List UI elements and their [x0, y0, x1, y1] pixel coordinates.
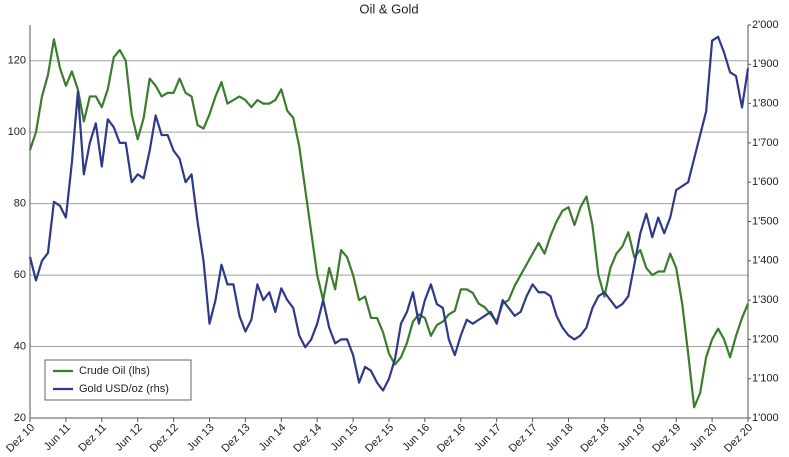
x-tick-label: Jun 14 [257, 422, 289, 454]
y2-tick-label: 1'800 [752, 98, 779, 110]
y2-tick-label: 1'500 [752, 215, 779, 227]
x-tick-label: Jun 17 [472, 422, 504, 454]
x-tick-label: Jun 20 [687, 422, 719, 454]
y2-tick-label: 2'000 [752, 19, 779, 31]
legend: Crude Oil (lhs) Gold USD/oz (rhs) [44, 359, 192, 401]
y2-tick-label: 1'300 [752, 294, 779, 306]
x-tick-label: Dez 18 [578, 422, 611, 455]
y2-tick-label: 1'100 [752, 373, 779, 385]
x-tick-label: Jun 15 [328, 422, 360, 454]
x-tick-label: Dez 12 [148, 422, 181, 455]
chart-title: Oil & Gold [359, 1, 418, 16]
y-tick-label: 80 [14, 198, 26, 210]
y2-tick-label: 1'900 [752, 58, 779, 70]
x-tick-label: Dez 10 [4, 422, 37, 455]
y-tick-label: 120 [8, 55, 26, 67]
x-tick-label: Jun 13 [185, 422, 217, 454]
x-tick-label: Jun 11 [42, 422, 73, 453]
x-tick-label: Dez 16 [435, 422, 468, 455]
x-tick-label: Jun 12 [113, 422, 145, 454]
y-tick-label: 60 [14, 269, 26, 281]
y-tick-label: 40 [14, 340, 26, 352]
x-tick-label: Dez 20 [722, 422, 755, 455]
series-line [28, 35, 750, 392]
legend-label: Crude Oil (lhs) [79, 365, 150, 377]
x-tick-label: Dez 11 [76, 422, 109, 455]
x-tick-label: Jun 18 [544, 422, 576, 454]
x-tick-label: Jun 19 [616, 422, 648, 454]
y2-tick-label: 1'400 [752, 255, 779, 267]
series-line [28, 38, 750, 409]
x-tick-label: Dez 14 [291, 422, 324, 455]
x-tick-label: Dez 15 [363, 422, 396, 455]
y2-tick-label: 1'200 [752, 333, 779, 345]
y2-tick-label: 1'000 [752, 412, 779, 424]
y2-tick-label: 1'700 [752, 137, 779, 149]
legend-label: Gold USD/oz (rhs) [79, 383, 169, 395]
y-tick-label: 20 [14, 412, 26, 424]
y-tick-label: 100 [8, 126, 26, 138]
y2-tick-label: 1'600 [752, 176, 779, 188]
x-tick-label: Dez 19 [650, 422, 683, 455]
x-tick-label: Dez 13 [219, 422, 252, 455]
legend-box [44, 359, 192, 401]
x-tick-label: Jun 16 [400, 422, 432, 454]
x-tick-label: Dez 17 [507, 422, 540, 455]
